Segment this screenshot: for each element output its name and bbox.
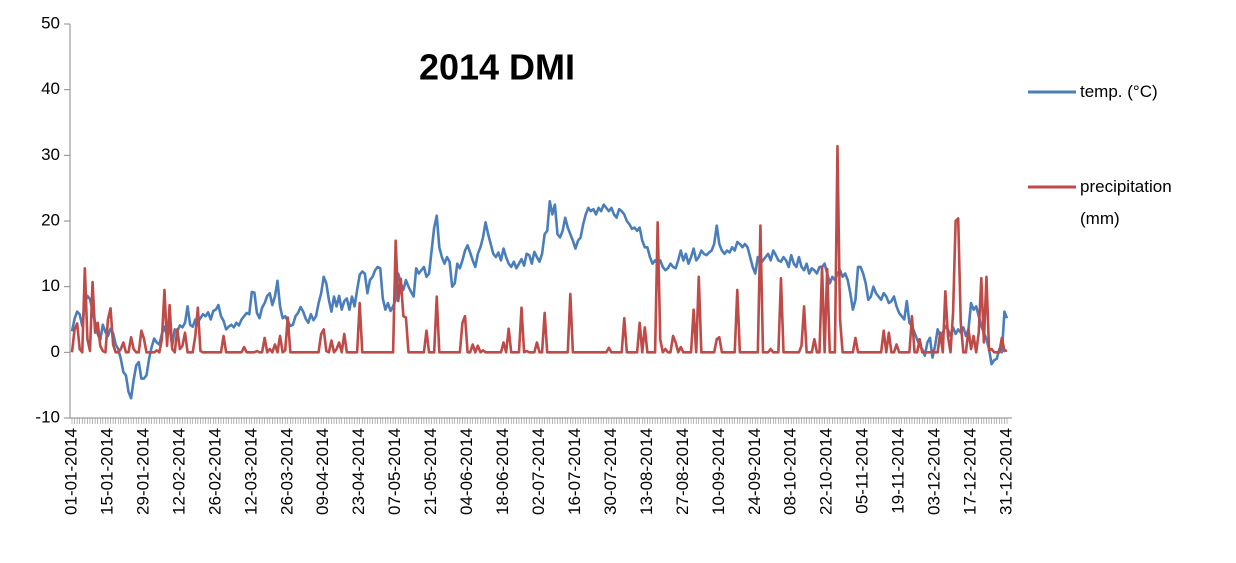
legend-label: temp. (°C) [1080, 82, 1158, 101]
chart-title: 2014 DMI [419, 47, 575, 88]
x-tick-label: 18-06-2014 [493, 428, 512, 515]
x-tick-label: 02-07-2014 [529, 428, 548, 515]
x-tick-label: 08-10-2014 [781, 428, 800, 515]
x-tick-label: 04-06-2014 [457, 428, 476, 515]
y-tick-label: 50 [41, 13, 60, 32]
x-tick-label: 17-12-2014 [961, 428, 980, 515]
x-tick-label: 10-09-2014 [709, 428, 728, 515]
x-tick-label: 09-04-2014 [313, 428, 332, 515]
x-tick-label: 26-02-2014 [205, 428, 224, 515]
y-tick-label: -10 [35, 407, 60, 426]
x-tick-label: 03-12-2014 [925, 428, 944, 515]
x-tick-label: 05-11-2014 [853, 428, 872, 514]
x-tick-label: 26-03-2014 [277, 428, 296, 515]
y-tick-label: 10 [41, 276, 60, 295]
x-tick-label: 12-02-2014 [169, 428, 188, 515]
x-tick-label: 13-08-2014 [637, 428, 656, 515]
y-tick-label: 0 [51, 342, 60, 361]
y-tick-label: 40 [41, 79, 60, 98]
x-tick-label: 21-05-2014 [421, 428, 440, 515]
x-tick-label: 22-10-2014 [817, 428, 836, 515]
x-tick-label: 15-01-2014 [97, 428, 116, 515]
x-tick-label: 12-03-2014 [241, 428, 260, 515]
y-tick-label: 30 [41, 145, 60, 164]
x-tick-label: 23-04-2014 [349, 428, 368, 515]
series-line [70, 200, 1009, 400]
x-tick-label: 27-08-2014 [673, 428, 692, 515]
x-tick-label: 19-11-2014 [889, 428, 908, 514]
x-tick-label: 24-09-2014 [745, 428, 764, 515]
series-line [70, 144, 1008, 354]
legend-label: precipitation (mm) [1080, 177, 1172, 228]
x-tick-label: 31-12-2014 [996, 428, 1015, 515]
x-tick-label: 29-01-2014 [133, 428, 152, 515]
x-tick-label: 01-01-2014 [61, 428, 80, 515]
x-tick-label: 30-07-2014 [601, 428, 620, 515]
x-tick-label: 07-05-2014 [385, 428, 404, 515]
x-tick-label: 16-07-2014 [565, 428, 584, 515]
y-tick-label: 20 [41, 210, 60, 229]
